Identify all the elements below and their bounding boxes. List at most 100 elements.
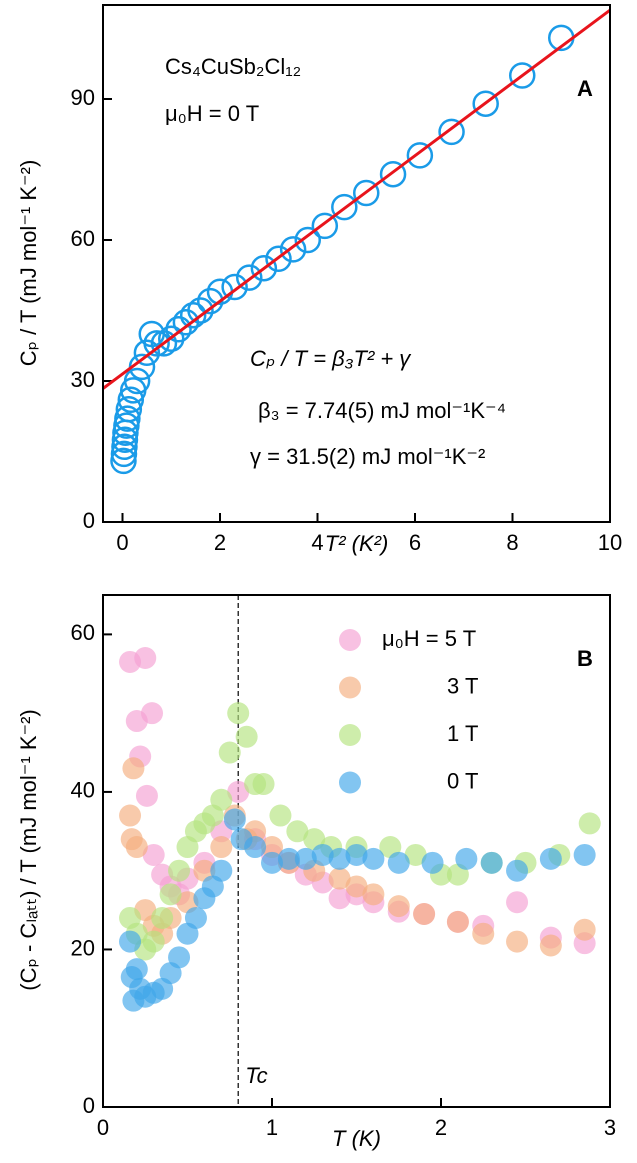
- data-point: [252, 773, 275, 796]
- data-point: [218, 741, 241, 764]
- data-point: [142, 843, 165, 866]
- x-axis-label: T² (K²): [325, 531, 389, 556]
- fit-line: [103, 8, 610, 390]
- data-point: [578, 812, 601, 835]
- data-point: [125, 836, 148, 859]
- data-point: [159, 883, 182, 906]
- data-point: [455, 847, 478, 870]
- data-point: [345, 843, 368, 866]
- data-point: [122, 757, 145, 780]
- x-axis-label: T (K): [332, 1126, 381, 1151]
- plot-frame: [102, 4, 611, 523]
- data-point: [328, 867, 351, 890]
- y-axis-label: (Cₚ - Cₗₐₜₜ) / T (mJ mol⁻¹ K⁻²): [16, 709, 41, 991]
- y-tick-label: 60: [71, 620, 95, 645]
- legend-marker: [339, 676, 361, 699]
- data-point: [143, 330, 170, 357]
- data-point: [235, 725, 258, 748]
- data-point: [133, 339, 161, 367]
- data-point: [135, 784, 158, 807]
- data-point: [331, 193, 358, 221]
- x-tick-label: 2: [435, 1115, 447, 1140]
- data-point: [506, 859, 529, 882]
- data-point: [223, 808, 246, 831]
- data-point: [438, 118, 465, 146]
- data-point: [328, 847, 351, 870]
- data-point: [119, 804, 142, 827]
- data-point: [236, 264, 263, 291]
- y-tick-label: 90: [71, 85, 95, 110]
- x-tick-label: 6: [409, 530, 421, 555]
- legend-marker: [339, 724, 361, 746]
- data-point: [279, 236, 307, 263]
- x-tick-label: 2: [214, 530, 226, 555]
- data-point: [134, 647, 157, 670]
- data-point: [286, 820, 309, 843]
- x-tick-label: 10: [598, 530, 622, 555]
- x-tick-label: 4: [311, 530, 323, 555]
- legend-marker: [339, 771, 361, 794]
- data-point: [379, 160, 407, 188]
- data-point: [168, 859, 191, 882]
- data-point: [184, 906, 207, 929]
- legend-label: μ₀H = 5 T: [382, 626, 476, 651]
- annotation: Cₚ / T = β₃T² + γ: [250, 346, 412, 371]
- data-point: [539, 847, 562, 870]
- data-point: [269, 804, 292, 827]
- y-tick-label: 30: [71, 367, 95, 392]
- data-point: [404, 843, 427, 866]
- data-point: [150, 330, 178, 357]
- data-point: [446, 910, 469, 933]
- data-point: [294, 226, 321, 254]
- annotation: β₃ = 7.74(5) mJ mol⁻¹K⁻⁴: [258, 398, 506, 423]
- annotation: Cs₄CuSb₂Cl₁₂: [165, 54, 301, 79]
- data-point: [277, 847, 300, 870]
- data-point: [421, 851, 444, 874]
- y-tick-label: 40: [71, 778, 95, 803]
- legend-label: 1 T: [447, 721, 478, 746]
- data-point: [114, 405, 141, 432]
- x-tick-label: 8: [506, 530, 518, 555]
- x-tick-label: 0: [97, 1115, 109, 1140]
- reference-label: Tc: [245, 1063, 267, 1088]
- data-point: [311, 212, 339, 240]
- panel-label: A: [577, 76, 593, 101]
- data-point: [413, 903, 436, 926]
- legend-marker: [339, 629, 361, 651]
- x-tick-label: 1: [266, 1115, 278, 1140]
- data-point: [480, 851, 503, 874]
- data-point: [506, 930, 529, 953]
- annotation: μ₀H = 0 T: [165, 101, 259, 126]
- y-tick-label: 20: [71, 935, 95, 960]
- data-point: [110, 447, 137, 475]
- data-point: [168, 946, 191, 969]
- data-point: [115, 395, 143, 423]
- data-point: [345, 875, 368, 898]
- data-point: [362, 847, 385, 870]
- annotation: γ = 31.5(2) mJ mol⁻¹K⁻²: [250, 444, 485, 469]
- data-point: [261, 851, 283, 874]
- data-point: [210, 788, 233, 811]
- data-point: [250, 254, 278, 282]
- data-point: [362, 883, 385, 906]
- data-point: [165, 316, 192, 343]
- y-tick-label: 0: [83, 1093, 95, 1118]
- data-point: [294, 847, 317, 870]
- data-point: [210, 859, 233, 882]
- data-point: [261, 836, 283, 859]
- data-point: [117, 386, 145, 414]
- x-tick-label: 3: [604, 1115, 616, 1140]
- y-tick-label: 0: [83, 508, 95, 533]
- data-point: [142, 930, 165, 953]
- data-point: [506, 891, 529, 914]
- data-point: [387, 895, 410, 918]
- data-point: [244, 836, 267, 859]
- plot-frame: [102, 594, 611, 1108]
- data-point: [573, 918, 596, 941]
- data-point: [472, 90, 499, 117]
- data-point: [328, 887, 351, 910]
- data-point: [141, 702, 164, 725]
- data-point: [311, 843, 334, 866]
- data-point: [227, 702, 250, 725]
